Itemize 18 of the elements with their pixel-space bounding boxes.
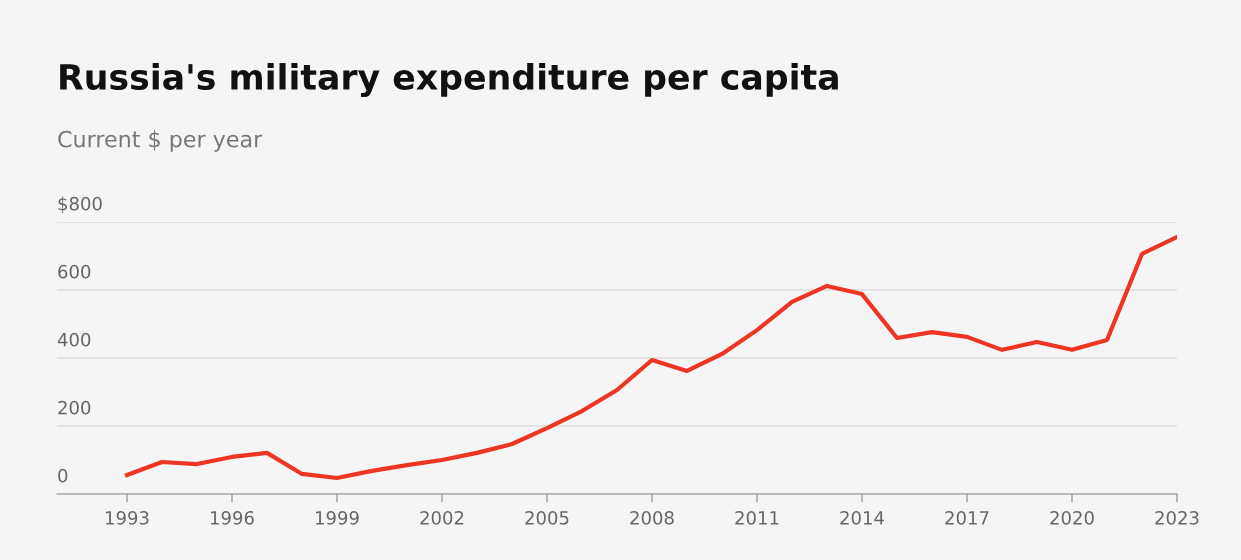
x-tick-label: 2017 xyxy=(945,510,989,525)
x-tick-label: 2020 xyxy=(1050,510,1094,525)
y-tick-label: 400 xyxy=(57,332,91,347)
y-tick-label: 600 xyxy=(58,264,91,279)
y-tick-label: 0 xyxy=(58,468,68,483)
x-tick-label: 1999 xyxy=(316,510,359,525)
x-tick-label: 2002 xyxy=(420,510,464,525)
x-tick-label: 2011 xyxy=(735,510,779,525)
chart-subtitle: Current $ per year xyxy=(58,130,263,152)
x-tick-label: 1993 xyxy=(106,510,149,525)
y-tick-label: $800 xyxy=(58,196,102,213)
x-tick-label: 2014 xyxy=(840,510,884,525)
x-tick-label: 2008 xyxy=(630,510,674,525)
x-tick-label: 2023 xyxy=(1155,510,1199,525)
y-tick-label: 200 xyxy=(58,400,91,415)
x-tick-label: 1996 xyxy=(211,510,254,525)
chart-title: Russia's military expenditure per capita xyxy=(60,63,838,97)
x-tick-label: 2005 xyxy=(525,510,569,525)
